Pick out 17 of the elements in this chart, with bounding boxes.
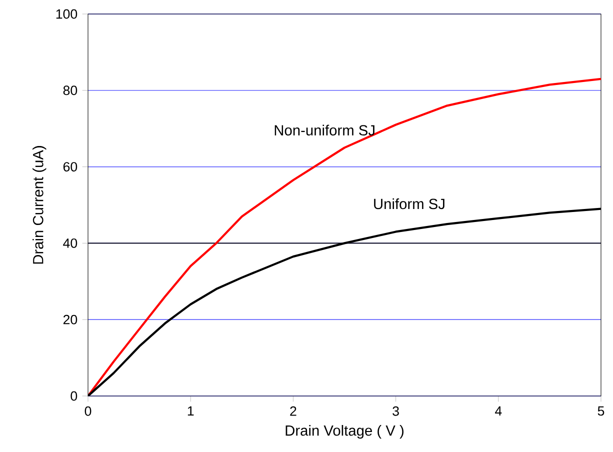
- x-tick-label: 2: [290, 406, 296, 416]
- line-series: [88, 78, 601, 396]
- y-tick-label: 80: [63, 86, 78, 96]
- x-tick-label: 0: [84, 406, 92, 416]
- x-axis-title: Drain Voltage ( V ): [286, 424, 404, 439]
- y-tick-label: 40: [63, 238, 78, 248]
- y-tick-label: 0: [70, 391, 78, 401]
- y-tick-label: 100: [56, 9, 78, 19]
- series-label: Uniform SJ: [374, 198, 444, 210]
- y-tick-label: 20: [63, 314, 78, 324]
- series-label: Non-uniform SJ: [274, 124, 374, 136]
- y-tick-label: 60: [63, 162, 78, 172]
- x-tick-label: 4: [495, 406, 502, 416]
- x-tick-label: 3: [392, 406, 399, 416]
- y-axis-title: Drain Current (uA): [32, 146, 46, 264]
- x-tick-label: 5: [598, 406, 604, 416]
- x-tick-label: 1: [188, 406, 194, 416]
